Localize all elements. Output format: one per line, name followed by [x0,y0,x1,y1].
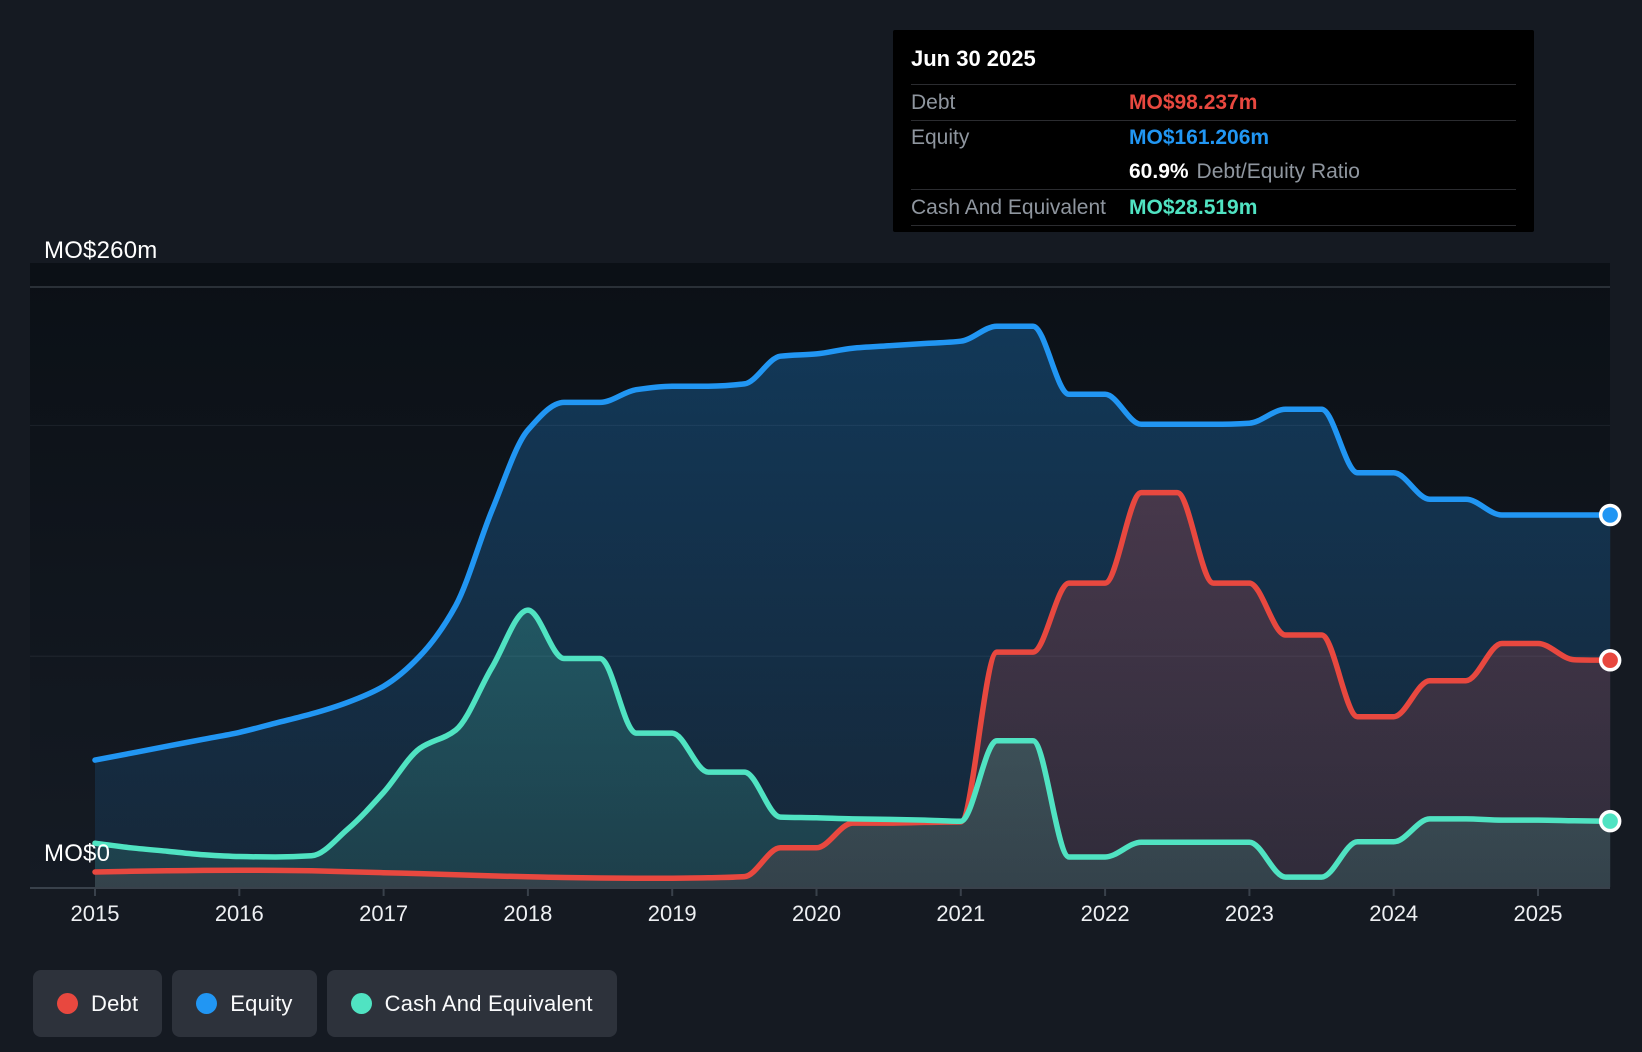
tooltip-cash-label: Cash And Equivalent [911,195,1106,219]
x-axis-year-label: 2019 [648,901,697,926]
tooltip-ratio-label: Debt/Equity Ratio [1196,159,1360,183]
tooltip-row-equity: Equity MO$161.206m [911,121,1516,154]
tooltip-debt-value: MO$98.237m [1129,90,1258,114]
x-axis-year-label: 2020 [792,901,841,926]
legend-item-debt[interactable]: Debt [33,970,163,1037]
x-axis-year-label: 2024 [1369,901,1418,926]
legend-debt-label: Debt [91,990,139,1016]
tooltip-equity-label: Equity [911,125,970,149]
x-axis-year-label: 2021 [936,901,985,926]
cash-end-marker [1598,809,1622,833]
tooltip-row-debt: Debt MO$98.237m [911,85,1516,121]
tooltip-debt-label: Debt [911,90,956,114]
x-axis-year-label: 2017 [359,901,408,926]
tooltip-row-cash: Cash And Equivalent MO$28.519m [911,190,1516,226]
legend-item-cash[interactable]: Cash And Equivalent [326,970,617,1037]
x-axis-year-label: 2016 [215,901,264,926]
y-axis-zero-label: MO$0 [44,840,111,867]
legend-cash-label: Cash And Equivalent [384,990,593,1016]
tooltip-cash-value: MO$28.519m [1129,195,1258,219]
chart-legend: Debt Equity Cash And Equivalent [33,970,617,1037]
tooltip-row-ratio: 60.9% Debt/Equity Ratio [911,154,1516,190]
cash-series-dot-icon [350,993,372,1014]
x-axis-year-label: 2025 [1514,901,1563,926]
x-axis-year-label: 2018 [503,901,552,926]
y-axis-max-label: MO$260m [44,237,158,264]
x-axis-year-label: 2022 [1081,901,1130,926]
x-axis-year-label: 2015 [71,901,120,926]
equity-end-marker [1598,503,1622,527]
equity-series-dot-icon [196,993,218,1014]
debt-end-marker [1598,649,1622,672]
legend-equity-label: Equity [230,990,293,1016]
tooltip-equity-value: MO$161.206m [1129,125,1270,149]
x-axis-year-label: 2023 [1225,901,1274,926]
tooltip-date: Jun 30 2025 [911,38,1516,85]
chart-tooltip: Jun 30 2025 Debt MO$98.237m Equity MO$16… [893,30,1534,232]
debt-series-dot-icon [57,993,78,1014]
tooltip-ratio-value: 60.9% [1129,159,1189,183]
legend-item-equity[interactable]: Equity [172,970,317,1037]
